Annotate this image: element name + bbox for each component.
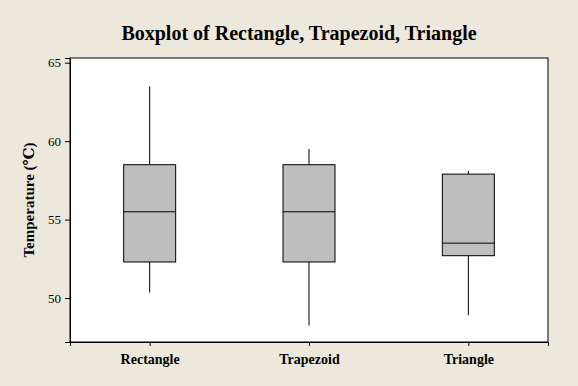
x-tick-label: Trapezoid: [279, 352, 340, 367]
lower-whisker: [149, 262, 150, 293]
y-tick: 60: [48, 134, 70, 149]
box-body: [442, 174, 494, 256]
median: [283, 211, 335, 212]
box-body: [124, 165, 176, 262]
plot-frame: [70, 58, 548, 342]
y-tick-label: 55: [48, 212, 61, 227]
title: Boxplot of Rectangle, Trapezoid, Triangl…: [121, 22, 476, 45]
box: [124, 86, 176, 292]
lower-whisker: [309, 262, 310, 326]
boxes: [124, 86, 495, 325]
y-tick-label: 65: [48, 55, 61, 70]
background: [0, 0, 578, 386]
x-tick-label: Triangle: [444, 352, 494, 367]
box: [283, 149, 335, 326]
y-tick-label: 60: [48, 134, 61, 149]
x-axis-line: [71, 343, 549, 347]
y-axis-title: Temperature (℃): [21, 142, 38, 257]
median: [442, 243, 494, 244]
x-tick-mark: [468, 342, 469, 346]
upper-whisker: [149, 86, 150, 164]
y-tick-mark: [65, 298, 70, 299]
plot: 50 55 60 65 Rectangle Trapezoid Triangle: [48, 55, 549, 367]
y-tick: 55: [48, 212, 70, 227]
x-tick-mark: [150, 342, 151, 346]
chart: 50 55 60 65 Rectangle Trapezoid Triangle Boxplo…: [0, 0, 578, 386]
box-body: [283, 165, 335, 262]
x-axis: Rectangle Trapezoid Triangle: [71, 342, 549, 367]
plot-area: [70, 58, 548, 342]
y-tick: 50: [48, 291, 70, 306]
x-tick: Rectangle: [121, 342, 180, 367]
median: [124, 211, 176, 212]
y-axis: 50 55 60 65: [48, 55, 71, 342]
x-tick-mark: [309, 342, 310, 346]
y-tick-mark: [65, 141, 70, 142]
upper-whisker: [309, 149, 310, 165]
y-tick-label: 50: [48, 291, 61, 306]
x-tick: Triangle: [444, 342, 494, 367]
y-tick: 65: [48, 55, 70, 70]
box: [442, 171, 494, 315]
x-tick-label: Rectangle: [121, 352, 180, 367]
y-tick-mark: [65, 220, 70, 221]
y-tick-mark: [65, 63, 70, 64]
x-tick: Trapezoid: [279, 342, 340, 367]
lower-whisker: [468, 256, 469, 316]
